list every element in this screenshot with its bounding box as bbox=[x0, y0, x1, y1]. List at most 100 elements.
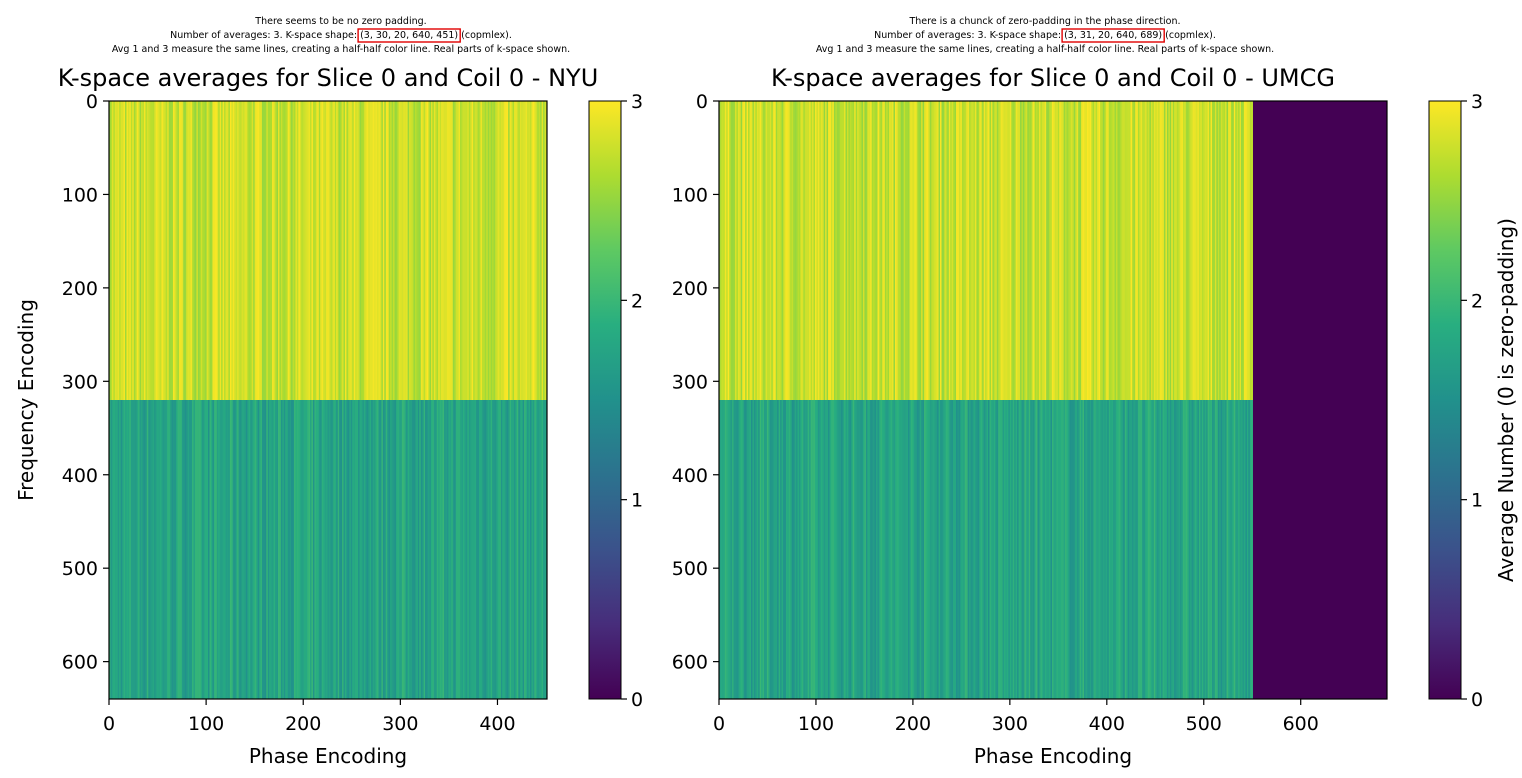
colorbar-tick-label: 2 bbox=[631, 290, 643, 312]
heatmap-column-top bbox=[500, 101, 503, 400]
heatmap-column-top bbox=[1145, 101, 1147, 400]
heatmap-column-bottom bbox=[1044, 400, 1047, 699]
heatmap-column-top bbox=[371, 101, 373, 400]
heatmap-column-top bbox=[1110, 101, 1112, 400]
heatmap-column-bottom bbox=[1034, 400, 1037, 699]
heatmap-column-top bbox=[807, 101, 810, 400]
heatmap-column-top bbox=[1172, 101, 1175, 400]
heatmap-image bbox=[109, 101, 548, 699]
x-tick-label: 100 bbox=[798, 713, 834, 735]
heatmap-column-bottom bbox=[867, 400, 869, 699]
heatmap-column-bottom bbox=[333, 400, 335, 699]
heatmap-column-bottom bbox=[136, 400, 139, 699]
heatmap-column-top bbox=[1242, 101, 1245, 400]
heatmap-column-bottom bbox=[276, 400, 279, 699]
heatmap-column-top bbox=[1130, 101, 1133, 400]
heatmap-column-bottom bbox=[429, 400, 432, 699]
heatmap-column-bottom bbox=[1095, 400, 1098, 699]
heatmap-column-top bbox=[1185, 101, 1188, 400]
heatmap-column-bottom bbox=[932, 400, 935, 699]
heatmap-column-bottom bbox=[910, 400, 913, 699]
heatmap-column-bottom bbox=[192, 400, 194, 699]
heatmap-column-top bbox=[187, 101, 190, 400]
heatmap-column-top bbox=[499, 101, 502, 400]
heatmap-column-top bbox=[961, 101, 964, 400]
heatmap-column-top bbox=[928, 101, 931, 400]
heatmap-column-top bbox=[180, 101, 182, 400]
heatmap-column-top bbox=[746, 101, 749, 400]
heatmap-column-top bbox=[114, 101, 117, 400]
heatmap-column-bottom bbox=[1226, 400, 1229, 699]
heatmap-column-top bbox=[1038, 101, 1041, 400]
heatmap-column-top bbox=[352, 101, 354, 400]
heatmap-column-bottom bbox=[312, 400, 315, 699]
heatmap-column-top bbox=[858, 101, 861, 400]
heatmap-column-bottom bbox=[315, 400, 318, 699]
heatmap-column-bottom bbox=[794, 400, 797, 699]
heatmap-column-top bbox=[1129, 101, 1131, 400]
heatmap-column-top bbox=[729, 101, 731, 400]
heatmap-column-top bbox=[1040, 101, 1042, 400]
heatmap-column-top bbox=[400, 101, 402, 400]
heatmap-column-top bbox=[995, 101, 997, 400]
heatmap-column-bottom bbox=[289, 400, 292, 699]
heatmap-column-bottom bbox=[732, 400, 734, 699]
heatmap-column-top bbox=[267, 101, 270, 400]
heatmap-column-bottom bbox=[1220, 400, 1223, 699]
heatmap-column-bottom bbox=[835, 400, 837, 699]
heatmap-column-top bbox=[294, 101, 296, 400]
heatmap-column-top bbox=[509, 101, 512, 400]
heatmap-column-top bbox=[1108, 101, 1111, 400]
heatmap-column-top bbox=[832, 101, 835, 400]
heatmap-column-top bbox=[743, 101, 746, 400]
heatmap-column-bottom bbox=[490, 400, 493, 699]
heatmap-column-top bbox=[788, 101, 791, 400]
heatmap-column-top bbox=[248, 101, 251, 400]
heatmap-column-top bbox=[892, 101, 894, 400]
heatmap-column-top bbox=[816, 101, 819, 400]
heatmap-column-top bbox=[1236, 101, 1239, 400]
heatmap-column-top bbox=[515, 101, 518, 400]
heatmap-column-top bbox=[439, 101, 442, 400]
heatmap-column-bottom bbox=[1143, 400, 1146, 699]
heatmap-column-bottom bbox=[800, 400, 803, 699]
heatmap-column-top bbox=[270, 101, 273, 400]
heatmap-column-bottom bbox=[993, 400, 996, 699]
heatmap-column-top bbox=[116, 101, 118, 400]
heatmap-column-bottom bbox=[1001, 400, 1003, 699]
heatmap-column-bottom bbox=[428, 400, 430, 699]
heatmap-column-bottom bbox=[737, 400, 740, 699]
heatmap-column-top bbox=[1220, 101, 1223, 400]
heatmap-column-bottom bbox=[941, 400, 944, 699]
heatmap-column-bottom bbox=[1005, 400, 1008, 699]
heatmap-column-top bbox=[777, 101, 779, 400]
heatmap-column-top bbox=[200, 101, 203, 400]
heatmap-column-top bbox=[159, 101, 162, 400]
heatmap-column-bottom bbox=[937, 400, 939, 699]
heatmap-column-top bbox=[857, 101, 859, 400]
heatmap-column-bottom bbox=[244, 400, 247, 699]
heatmap-column-top bbox=[749, 101, 752, 400]
heatmap-column-bottom bbox=[433, 400, 436, 699]
heatmap-column-bottom bbox=[1092, 400, 1095, 699]
colorbar-gradient bbox=[1428, 100, 1462, 700]
heatmap-column-bottom bbox=[500, 400, 503, 699]
heatmap-column-bottom bbox=[736, 400, 739, 699]
heatmap-column-bottom bbox=[759, 400, 762, 699]
heatmap-column-bottom bbox=[139, 400, 142, 699]
heatmap-column-bottom bbox=[243, 400, 245, 699]
heatmap-column-top bbox=[1177, 101, 1179, 400]
heatmap-column-bottom bbox=[902, 400, 904, 699]
heatmap-column-bottom bbox=[422, 400, 424, 699]
heatmap-column-top bbox=[331, 101, 334, 400]
heatmap-column-bottom bbox=[846, 400, 849, 699]
heatmap-column-top bbox=[349, 101, 351, 400]
heatmap-column-bottom bbox=[349, 400, 351, 699]
heatmap-column-bottom bbox=[180, 400, 182, 699]
heatmap-column-bottom bbox=[1156, 400, 1159, 699]
heatmap-column-top bbox=[416, 101, 418, 400]
heatmap-column-bottom bbox=[210, 400, 213, 699]
heatmap-column-bottom bbox=[132, 400, 134, 699]
heatmap-column-bottom bbox=[1236, 400, 1239, 699]
heatmap-column-bottom bbox=[1233, 400, 1236, 699]
